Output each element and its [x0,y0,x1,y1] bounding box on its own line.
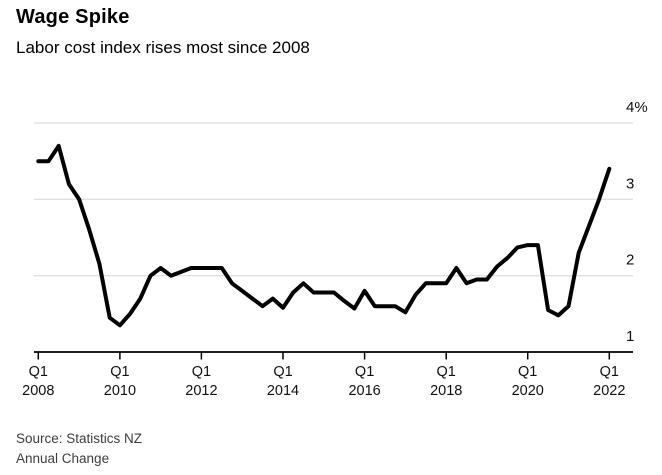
labor-cost-index-line [36,143,612,328]
source-text: Source: Statistics NZ [16,431,143,446]
chart-footer: Source: Statistics NZ Annual Change [16,429,142,468]
x-tick-quarter: Q1 [437,364,456,380]
x-tick-quarter: Q1 [600,364,619,380]
y-axis-label: 3 [626,175,634,192]
x-tick-year: 2016 [348,383,380,399]
x-tick-quarter: Q1 [192,364,211,380]
x-tick-year: 2008 [22,383,54,399]
x-tick-quarter: Q1 [29,364,48,380]
x-tick-quarter: Q1 [110,364,129,380]
chart-title: Wage Spike [16,6,130,28]
x-tick-quarter: Q1 [273,364,292,380]
chart-subtitle: Labor cost index rises most since 2008 [16,38,310,57]
x-tick-year: 2020 [512,383,544,399]
y-axis-label: 2 [626,252,634,269]
x-tick-year: 2022 [593,383,625,399]
labor-cost-line-chart: 4% 3 2 1 Q1 2008 Q1 2010 Q1 2012 Q1 2014 Q1 2016 Q1 201… [22,99,648,399]
x-tick-year: 2014 [267,383,299,399]
x-tick-year: 2010 [104,383,136,399]
x-tick-quarter: Q1 [355,364,374,380]
x-tick-quarter: Q1 [518,364,537,380]
x-tick-year: 2012 [185,383,217,399]
annual-change-note: Annual Change [16,450,110,466]
y-axis-label: 1 [626,328,634,345]
y-axis-label: 4% [626,99,648,116]
x-tick-year: 2018 [430,383,462,399]
